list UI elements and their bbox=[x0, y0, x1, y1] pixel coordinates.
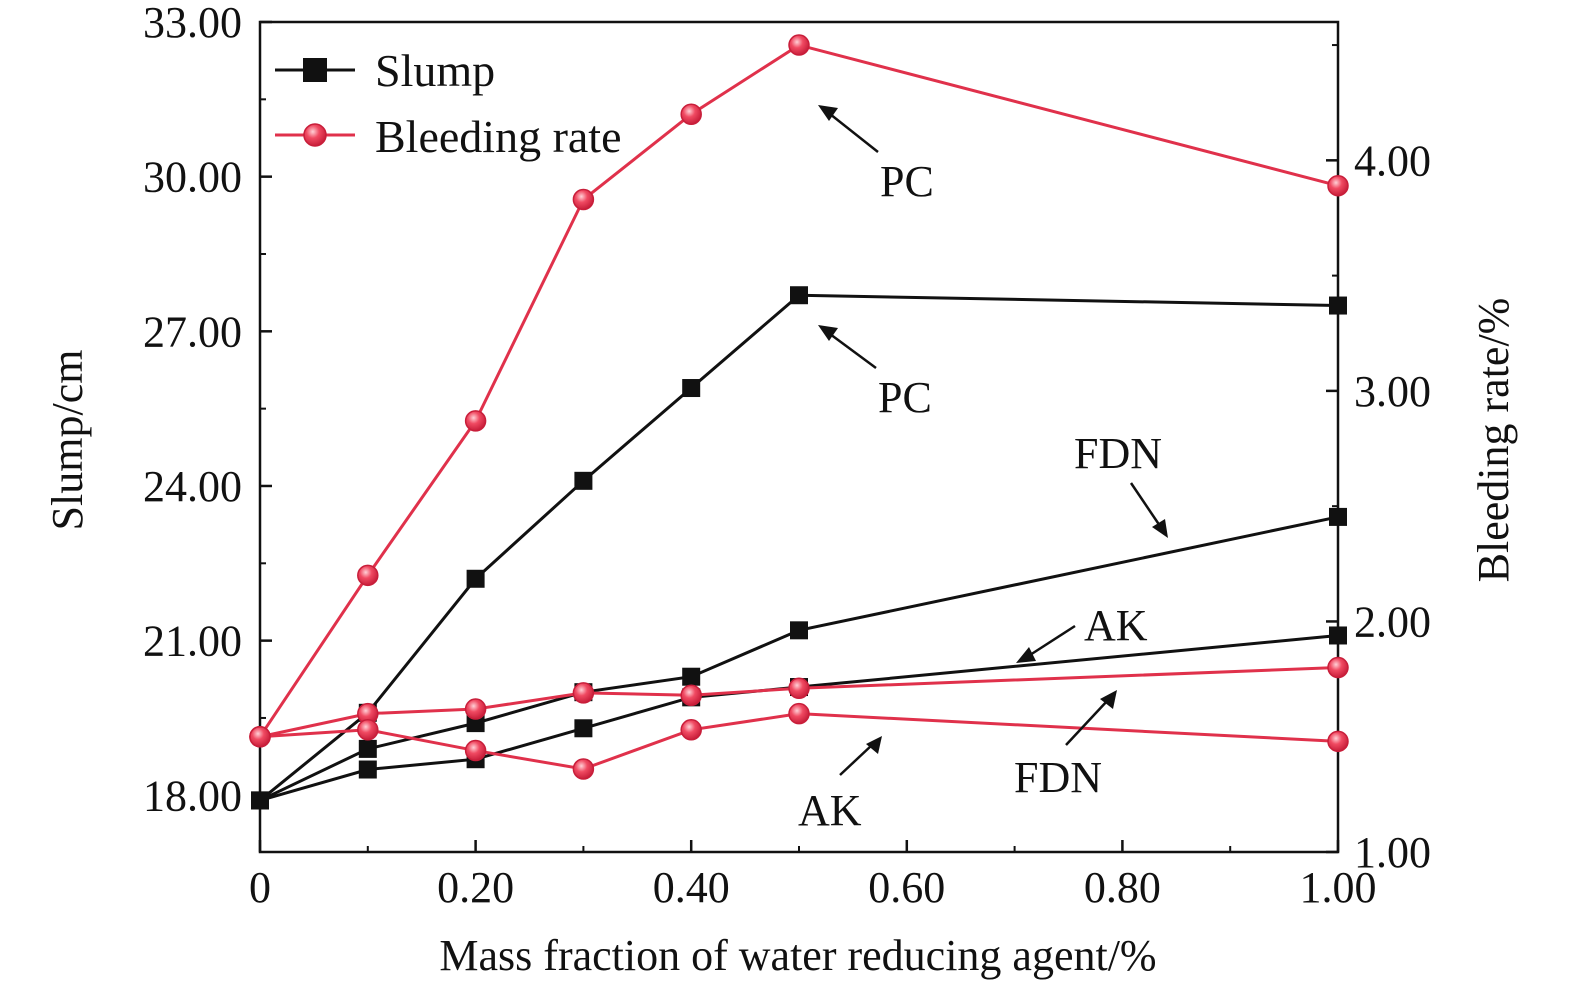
series-slump-pc bbox=[251, 286, 1347, 810]
data-point bbox=[1329, 507, 1347, 526]
data-point bbox=[1329, 626, 1347, 645]
annotation-label: FDN bbox=[1014, 753, 1102, 802]
data-point bbox=[464, 698, 487, 720]
data-point bbox=[357, 564, 379, 587]
data-point bbox=[680, 684, 702, 706]
data-point bbox=[1327, 730, 1349, 753]
data-point bbox=[464, 410, 487, 432]
y-tick-label: 21.00 bbox=[143, 617, 242, 666]
x-tick-label: 0.20 bbox=[437, 863, 514, 912]
annotation-bleeding-fdn: FDN bbox=[1014, 690, 1117, 802]
data-point bbox=[357, 719, 379, 741]
y2-axis-title: Bleeding rate/% bbox=[1469, 298, 1518, 583]
data-point bbox=[790, 286, 808, 305]
data-point bbox=[358, 760, 377, 779]
data-point bbox=[572, 758, 595, 780]
annotation-label: PC bbox=[878, 373, 932, 422]
x-tick-label: 0.80 bbox=[1084, 863, 1161, 912]
series-line-slump-pc bbox=[259, 293, 1339, 802]
y-tick-label: 24.00 bbox=[143, 462, 242, 511]
y2-tick-label: 4.00 bbox=[1354, 136, 1431, 185]
y-axis-title: Slump/cm bbox=[43, 350, 92, 531]
x-tick-label: 0.60 bbox=[868, 863, 945, 912]
annotation-label: FDN bbox=[1074, 429, 1162, 478]
data-point bbox=[574, 719, 593, 738]
legend-slump-label: Slump bbox=[375, 45, 495, 96]
legend: Slump Bleeding rate bbox=[275, 45, 622, 162]
data-point bbox=[466, 569, 485, 588]
data-point bbox=[464, 739, 487, 762]
x-axis-title: Mass fraction of water reducing agent/% bbox=[439, 931, 1156, 980]
annotations: PC PC FDN AK FDN AK bbox=[798, 105, 1168, 835]
data-point bbox=[680, 719, 702, 741]
data-point bbox=[572, 682, 595, 704]
data-point bbox=[682, 667, 701, 686]
data-point bbox=[251, 791, 269, 810]
data-point bbox=[790, 621, 808, 640]
annotation-label: AK bbox=[798, 786, 862, 835]
series-bleeding-rate-ak bbox=[249, 702, 1349, 780]
x-tick-label: 0.40 bbox=[653, 863, 730, 912]
series-line-slump-fdn bbox=[259, 515, 1339, 802]
data-point bbox=[1329, 296, 1347, 315]
y-tick-label: 18.00 bbox=[143, 771, 242, 820]
annotation-slump-ak: AK bbox=[1016, 601, 1148, 663]
data-point bbox=[788, 34, 810, 56]
legend-bleeding-label: Bleeding rate bbox=[375, 111, 622, 162]
data-point bbox=[788, 677, 810, 700]
legend-bleeding-marker bbox=[303, 123, 327, 147]
annotation-bleeding-pc: PC bbox=[818, 105, 934, 206]
data-point bbox=[249, 725, 271, 748]
annotation-label: AK bbox=[1084, 601, 1148, 650]
x-tick-label: 0 bbox=[249, 863, 271, 912]
annotation-slump-fdn: FDN bbox=[1074, 429, 1168, 538]
legend-slump-marker bbox=[303, 58, 327, 82]
tick-labels: 0 0.20 0.40 0.60 0.80 1.00 18.00 21.00 24.00 27.0… bbox=[143, 0, 1431, 912]
series-layer bbox=[249, 34, 1349, 810]
data-point bbox=[788, 702, 810, 725]
y-tick-label: 27.00 bbox=[143, 307, 242, 356]
annotation-label: PC bbox=[880, 157, 934, 206]
data-point bbox=[358, 739, 377, 758]
data-point bbox=[682, 379, 701, 398]
y2-tick-label: 3.00 bbox=[1354, 367, 1431, 416]
data-point bbox=[1327, 656, 1349, 679]
y2-tick-label: 2.00 bbox=[1354, 597, 1431, 646]
data-point bbox=[574, 471, 593, 490]
data-point bbox=[1327, 174, 1349, 197]
x-tick-label: 1.00 bbox=[1300, 863, 1377, 912]
y-tick-label: 33.00 bbox=[143, 0, 242, 47]
data-point bbox=[680, 103, 702, 125]
y2-tick-label: 1.00 bbox=[1354, 828, 1431, 877]
annotation-slump-pc: PC bbox=[818, 325, 932, 422]
data-point bbox=[572, 188, 595, 211]
annotation-bleeding-ak: AK bbox=[798, 736, 882, 835]
y-tick-label: 30.00 bbox=[143, 153, 242, 202]
